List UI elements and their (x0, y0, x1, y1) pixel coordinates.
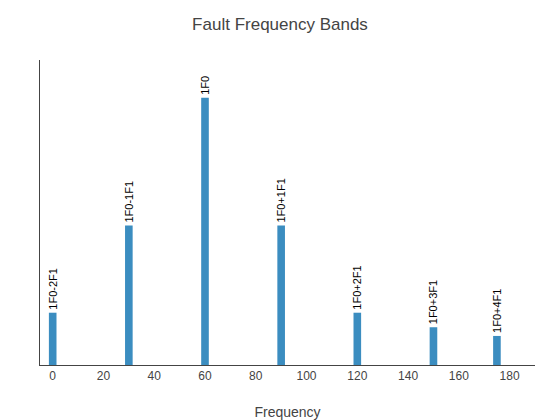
svg-text:1F0+1F1: 1F0+1F1 (275, 178, 287, 222)
svg-text:180: 180 (500, 369, 520, 383)
svg-text:Frequency: Frequency (254, 404, 320, 420)
svg-text:Fault Frequency Bands: Fault Frequency Bands (192, 15, 368, 34)
svg-text:120: 120 (347, 369, 367, 383)
svg-text:1F0+4F1: 1F0+4F1 (491, 289, 503, 333)
svg-text:60: 60 (198, 369, 212, 383)
svg-text:160: 160 (449, 369, 469, 383)
svg-text:0: 0 (49, 369, 56, 383)
svg-text:1F0: 1F0 (199, 76, 211, 95)
svg-text:1F0+2F1: 1F0+2F1 (351, 265, 363, 309)
svg-text:40: 40 (148, 369, 162, 383)
svg-text:140: 140 (398, 369, 418, 383)
svg-text:1F0+3F1: 1F0+3F1 (427, 280, 439, 324)
svg-text:1F0-1F1: 1F0-1F1 (123, 181, 135, 223)
svg-text:1F0-2F1: 1F0-2F1 (47, 268, 59, 310)
svg-text:80: 80 (249, 369, 263, 383)
svg-text:20: 20 (97, 369, 111, 383)
svg-text:100: 100 (297, 369, 317, 383)
